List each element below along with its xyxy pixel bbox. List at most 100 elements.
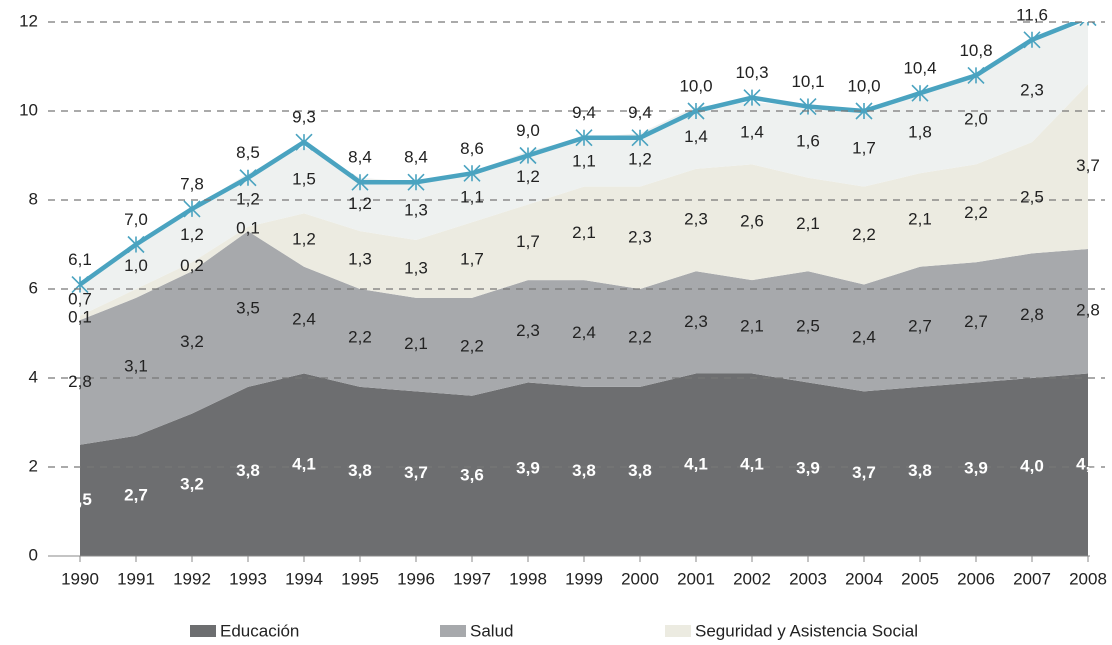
data-label: 4,1 — [740, 454, 764, 473]
data-label: 0,1 — [68, 307, 92, 326]
data-label: 1,1 — [460, 187, 484, 206]
data-label: 3,8 — [572, 461, 596, 480]
data-label: 0,7 — [68, 290, 92, 309]
x-tick-label: 1992 — [173, 569, 211, 588]
data-label: 2,8 — [68, 372, 92, 391]
data-label: 2,4 — [292, 310, 316, 329]
data-label: 7,0 — [124, 210, 148, 229]
plot-area — [71, 22, 1097, 556]
data-label: 10,1 — [791, 72, 824, 91]
x-tick-label: 2005 — [901, 569, 939, 588]
point-marker — [687, 102, 705, 120]
data-label: 1,2 — [292, 230, 316, 249]
y-tick-label: 4 — [29, 367, 38, 386]
data-label: 1,2 — [628, 149, 652, 168]
x-tick-label: 1999 — [565, 569, 603, 588]
data-label: 2,2 — [852, 225, 876, 244]
data-label: 2,7 — [124, 485, 148, 504]
point-marker — [407, 173, 425, 191]
data-label: 1,6 — [796, 132, 820, 151]
x-tick-label: 1998 — [509, 569, 547, 588]
data-label: 3,7 — [404, 463, 428, 482]
data-label: 1,7 — [852, 138, 876, 157]
data-label: 0,1 — [236, 218, 260, 237]
x-tick-label: 2000 — [621, 569, 659, 588]
point-marker — [743, 89, 761, 107]
data-label: 2,6 — [740, 212, 764, 231]
data-label: 2,0 — [964, 109, 988, 128]
x-tick-label: 1993 — [229, 569, 267, 588]
data-label: 2,2 — [348, 327, 372, 346]
point-marker — [463, 164, 481, 182]
x-tick-label: 1996 — [397, 569, 435, 588]
data-label: 1,2 — [516, 167, 540, 186]
data-label: 1,7 — [460, 250, 484, 269]
data-label: 1,2 — [348, 194, 372, 213]
data-label: 3,8 — [236, 461, 260, 480]
data-label: 2,8 — [1076, 301, 1100, 320]
x-tick-label: 2008 — [1069, 569, 1107, 588]
data-label: 3,8 — [628, 461, 652, 480]
data-label: 1,4 — [684, 127, 708, 146]
data-label: 1,7 — [516, 232, 540, 251]
x-tick-label: 1995 — [341, 569, 379, 588]
data-label: 2,3 — [684, 312, 708, 331]
x-tick-label: 1991 — [117, 569, 155, 588]
data-label: 1,3 — [404, 201, 428, 220]
data-label: 4,1 — [292, 454, 316, 473]
data-label: 7,8 — [180, 174, 204, 193]
data-label: 2,2 — [964, 203, 988, 222]
data-label: 3,8 — [908, 461, 932, 480]
y-tick-label: 2 — [29, 456, 38, 475]
data-label: 0,2 — [180, 256, 204, 275]
data-label: 3,9 — [516, 459, 540, 478]
legend-swatch — [190, 625, 216, 637]
x-tick-label: 1997 — [453, 569, 491, 588]
data-label: 2,5 — [796, 316, 820, 335]
point-marker — [519, 146, 537, 165]
data-label: 2,8 — [1020, 305, 1044, 324]
data-label: 3,1 — [124, 356, 148, 375]
data-label: 2,5 — [68, 490, 92, 509]
data-label: 3,8 — [348, 461, 372, 480]
point-marker — [967, 66, 985, 84]
data-label: 10,0 — [679, 76, 712, 95]
data-label: 2,1 — [740, 316, 764, 335]
point-marker — [911, 84, 929, 102]
data-label: 2,2 — [460, 336, 484, 355]
legend-swatch — [440, 625, 466, 637]
data-label: 2,3 — [628, 227, 652, 246]
area — [80, 84, 1088, 321]
x-tick-label: 2006 — [957, 569, 995, 588]
data-label: 10,3 — [735, 63, 768, 82]
data-label: 2,2 — [628, 327, 652, 346]
x-tick-label: 2003 — [789, 569, 827, 588]
data-label: 8,5 — [236, 143, 260, 162]
point-marker — [1079, 22, 1097, 27]
data-label: 11,6 — [1016, 5, 1048, 24]
x-tick-label: 2007 — [1013, 569, 1051, 588]
area — [80, 373, 1088, 556]
x-tick-label: 2002 — [733, 569, 771, 588]
data-label: 2,1 — [796, 214, 820, 233]
data-label: 2,1 — [404, 334, 428, 353]
data-label: 3,9 — [796, 459, 820, 478]
point-marker — [351, 173, 369, 191]
data-label: 10,8 — [959, 41, 992, 60]
data-label: 2,7 — [908, 316, 932, 335]
data-label: 6,1 — [68, 250, 92, 269]
area — [80, 22, 1088, 316]
y-tick-label: 6 — [29, 278, 38, 297]
data-label: 8,4 — [348, 148, 372, 167]
data-label: 8,4 — [404, 148, 428, 167]
data-label: 1,8 — [908, 123, 932, 142]
point-marker — [799, 97, 817, 116]
data-label: 3,7 — [1076, 156, 1100, 175]
data-label: 1,5 — [292, 169, 316, 188]
point-marker — [631, 129, 649, 147]
point-marker — [295, 133, 313, 151]
data-label: 10,0 — [847, 76, 880, 95]
y-tick-label: 12 — [19, 11, 38, 30]
data-label: 1,0 — [124, 256, 148, 275]
data-label: 3,5 — [236, 299, 260, 318]
